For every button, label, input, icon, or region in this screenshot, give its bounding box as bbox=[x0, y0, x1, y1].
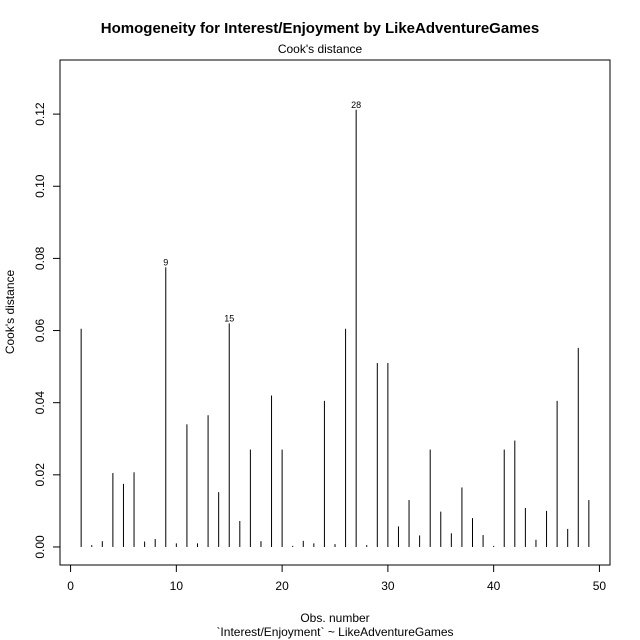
x-tick-label: 10 bbox=[170, 579, 184, 593]
y-tick-label: 0.08 bbox=[33, 246, 47, 270]
y-tick-label: 0.10 bbox=[33, 174, 47, 198]
annotation-label: 15 bbox=[224, 313, 234, 323]
chart-title: Homogeneity for Interest/Enjoyment by Li… bbox=[100, 20, 540, 37]
x-tick-label: 50 bbox=[593, 579, 607, 593]
x-axis-sublabel: `Interest/Enjoyment` ~ LikeAdventureGame… bbox=[216, 625, 453, 639]
y-axis: 0.00 0.02 0.04 0.06 0.08 0.10 0.12 bbox=[33, 102, 61, 559]
x-tick-label: 40 bbox=[487, 579, 501, 593]
chart-subtitle: Cook's distance bbox=[277, 42, 363, 56]
annotations-group: 9 15 28 bbox=[163, 100, 361, 324]
y-tick-label: 0.02 bbox=[33, 463, 47, 487]
y-tick-label: 0.06 bbox=[33, 319, 47, 343]
x-tick-label: 20 bbox=[275, 579, 289, 593]
annotation-label: 9 bbox=[163, 257, 168, 267]
x-axis: 0 10 20 30 40 50 bbox=[67, 564, 607, 593]
annotation-label: 28 bbox=[351, 100, 361, 110]
y-axis-label: Cook's distance bbox=[3, 270, 17, 355]
y-tick-label: 0.12 bbox=[33, 102, 47, 126]
x-tick-label: 30 bbox=[381, 579, 395, 593]
y-tick-label: 0.04 bbox=[33, 391, 47, 415]
plot-frame bbox=[59, 59, 611, 566]
bars-group bbox=[80, 109, 590, 547]
x-tick-label: 0 bbox=[67, 579, 74, 593]
x-axis-label: Obs. number bbox=[300, 611, 369, 625]
y-tick-label: 0.00 bbox=[33, 535, 47, 559]
